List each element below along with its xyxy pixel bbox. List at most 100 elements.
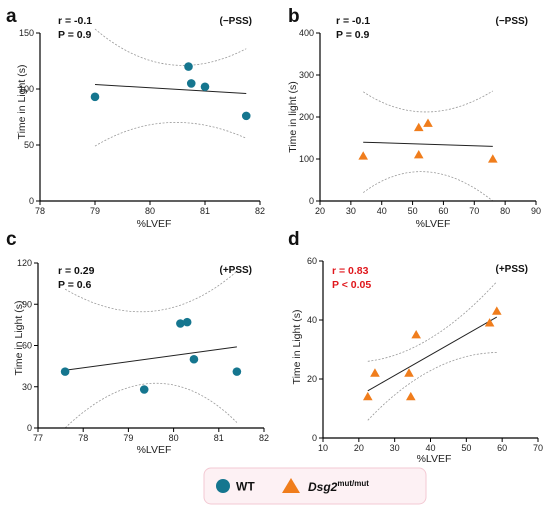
data-point bbox=[182, 317, 192, 327]
r-value: r = 0.29 bbox=[58, 265, 95, 277]
x-tick-label: 50 bbox=[408, 206, 418, 216]
x-tick-label: 80 bbox=[169, 433, 179, 443]
condition-label: (−PSS) bbox=[495, 16, 528, 27]
condition-label: (+PSS) bbox=[495, 264, 528, 275]
data-point bbox=[413, 150, 424, 159]
ci-lower-curve bbox=[64, 382, 238, 429]
panel-letter: c bbox=[6, 229, 17, 250]
y-tick-label: 150 bbox=[19, 28, 34, 38]
data-point bbox=[488, 154, 498, 163]
data-point bbox=[60, 367, 70, 376]
x-tick-label: 40 bbox=[425, 443, 435, 453]
x-tick-label: 60 bbox=[497, 443, 507, 453]
y-tick-label: 300 bbox=[299, 70, 314, 80]
legend-box bbox=[203, 467, 427, 505]
r-value: r = -0.1 bbox=[336, 15, 370, 27]
regression-line bbox=[367, 316, 498, 392]
x-tick-label: 30 bbox=[346, 206, 356, 216]
y-tick-label: 0 bbox=[27, 423, 32, 433]
y-axis-label: Time in Light (s) bbox=[16, 65, 28, 140]
panel-letter: d bbox=[288, 229, 300, 250]
y-tick-label: 60 bbox=[307, 256, 317, 266]
y-tick-label: 0 bbox=[309, 196, 314, 206]
data-point bbox=[200, 82, 210, 92]
x-tick-label: 79 bbox=[123, 433, 133, 443]
regression-line bbox=[363, 141, 493, 147]
data-point bbox=[90, 92, 100, 102]
condition-label: (−PSS) bbox=[219, 16, 252, 27]
triangle-icon bbox=[282, 478, 300, 493]
x-tick-label: 82 bbox=[259, 433, 269, 443]
data-point bbox=[232, 367, 242, 376]
data-point bbox=[404, 368, 414, 377]
panel-a: a r = -0.1 P = 0.9 (−PSS) %LVEF Time in … bbox=[6, 6, 265, 230]
legend-mut-gene: Dsg2 bbox=[308, 480, 338, 494]
x-tick-label: 10 bbox=[318, 443, 328, 453]
y-tick-label: 60 bbox=[22, 341, 32, 351]
x-tick-label: 81 bbox=[214, 433, 224, 443]
x-tick-label: 77 bbox=[33, 433, 43, 443]
legend-mut-label: Dsg2mut/mut bbox=[308, 479, 369, 494]
ci-upper-curve bbox=[94, 28, 247, 66]
x-tick-label: 78 bbox=[35, 206, 45, 216]
x-tick-label: 20 bbox=[315, 206, 325, 216]
y-tick-label: 200 bbox=[299, 112, 314, 122]
y-tick-label: 50 bbox=[24, 140, 34, 150]
p-value: P = 0.9 bbox=[336, 29, 370, 41]
data-point bbox=[184, 62, 193, 71]
x-tick-label: 81 bbox=[200, 206, 210, 216]
data-point bbox=[139, 385, 149, 394]
x-axis-label: %LVEF bbox=[416, 218, 451, 230]
x-tick-label: 60 bbox=[438, 206, 448, 216]
panel-c: c r = 0.29 P = 0.6 (+PSS) %LVEF Time in … bbox=[6, 229, 269, 456]
y-tick-label: 20 bbox=[307, 374, 317, 384]
y-tick-label: 0 bbox=[312, 433, 317, 443]
p-value: P = 0.9 bbox=[58, 29, 92, 41]
p-value: P < 0.05 bbox=[332, 279, 371, 291]
ci-lower-curve bbox=[94, 122, 247, 147]
panel-letter: b bbox=[288, 6, 300, 27]
y-tick-label: 0 bbox=[29, 196, 34, 206]
data-point bbox=[186, 79, 196, 88]
r-value: r = -0.1 bbox=[58, 15, 92, 27]
data-point bbox=[358, 151, 368, 160]
regression-line bbox=[94, 84, 247, 94]
panel-d: d r = 0.83 P < 0.05 (+PSS) %LVEF Time in… bbox=[288, 229, 543, 465]
x-axis-label: %LVEF bbox=[137, 218, 172, 230]
regression-line bbox=[65, 346, 237, 371]
x-tick-label: 20 bbox=[354, 443, 364, 453]
x-tick-label: 78 bbox=[78, 433, 88, 443]
x-tick-label: 30 bbox=[390, 443, 400, 453]
x-tick-label: 70 bbox=[469, 206, 479, 216]
y-tick-label: 120 bbox=[17, 258, 32, 268]
y-axis-label: Time in Light (s) bbox=[13, 301, 25, 376]
x-tick-label: 80 bbox=[500, 206, 510, 216]
x-tick-label: 40 bbox=[377, 206, 387, 216]
y-axis-label: Time in light (s) bbox=[287, 81, 299, 152]
y-tick-label: 100 bbox=[299, 154, 314, 164]
r-value: r = 0.83 bbox=[332, 265, 369, 277]
y-tick-label: 400 bbox=[299, 28, 314, 38]
data-point bbox=[484, 318, 495, 327]
p-value: P = 0.6 bbox=[58, 279, 92, 291]
data-point bbox=[241, 111, 251, 121]
condition-label: (+PSS) bbox=[219, 265, 252, 276]
ci-upper-curve bbox=[367, 281, 498, 362]
x-tick-label: 79 bbox=[90, 206, 100, 216]
y-tick-label: 40 bbox=[307, 315, 317, 325]
y-tick-label: 100 bbox=[19, 84, 34, 94]
data-point bbox=[405, 391, 416, 401]
y-tick-label: 90 bbox=[22, 299, 32, 309]
ci-lower-curve bbox=[367, 352, 497, 421]
panel-b: b r = -0.1 P = 0.9 (−PSS) %LVEF Time in … bbox=[287, 6, 541, 230]
panel-letter: a bbox=[6, 6, 17, 27]
ci-upper-curve bbox=[64, 270, 238, 313]
y-tick-label: 30 bbox=[22, 382, 32, 392]
data-point bbox=[491, 306, 502, 315]
data-point bbox=[189, 354, 199, 364]
data-point bbox=[423, 118, 433, 127]
data-point bbox=[176, 319, 185, 328]
x-tick-label: 50 bbox=[461, 443, 471, 453]
ci-lower-curve bbox=[362, 171, 494, 202]
